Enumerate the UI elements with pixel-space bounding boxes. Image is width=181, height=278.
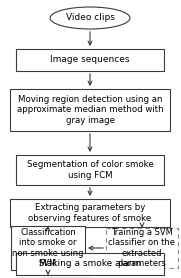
Text: Video clips: Video clips xyxy=(66,14,114,23)
Bar xyxy=(16,155,164,185)
Bar xyxy=(106,228,178,268)
Text: Classification
into smoke or
non smoke using
SVM: Classification into smoke or non smoke u… xyxy=(12,228,84,268)
Bar xyxy=(11,226,85,270)
Text: Training a SVM
classifier on the
extracted
parameters: Training a SVM classifier on the extract… xyxy=(108,228,176,268)
Text: Moving region detection using an
approximate median method with
gray image: Moving region detection using an approxi… xyxy=(17,95,163,125)
Bar xyxy=(10,89,170,131)
Bar xyxy=(16,253,164,275)
Bar xyxy=(16,49,164,71)
Text: Making a smoke alarm: Making a smoke alarm xyxy=(39,259,141,269)
Text: Segmentation of color smoke
using FCM: Segmentation of color smoke using FCM xyxy=(27,160,153,180)
Text: Image sequences: Image sequences xyxy=(50,56,130,64)
Bar xyxy=(10,199,170,227)
Ellipse shape xyxy=(50,7,130,29)
Text: Extracting parameters by
observing features of smoke: Extracting parameters by observing featu… xyxy=(28,203,152,223)
